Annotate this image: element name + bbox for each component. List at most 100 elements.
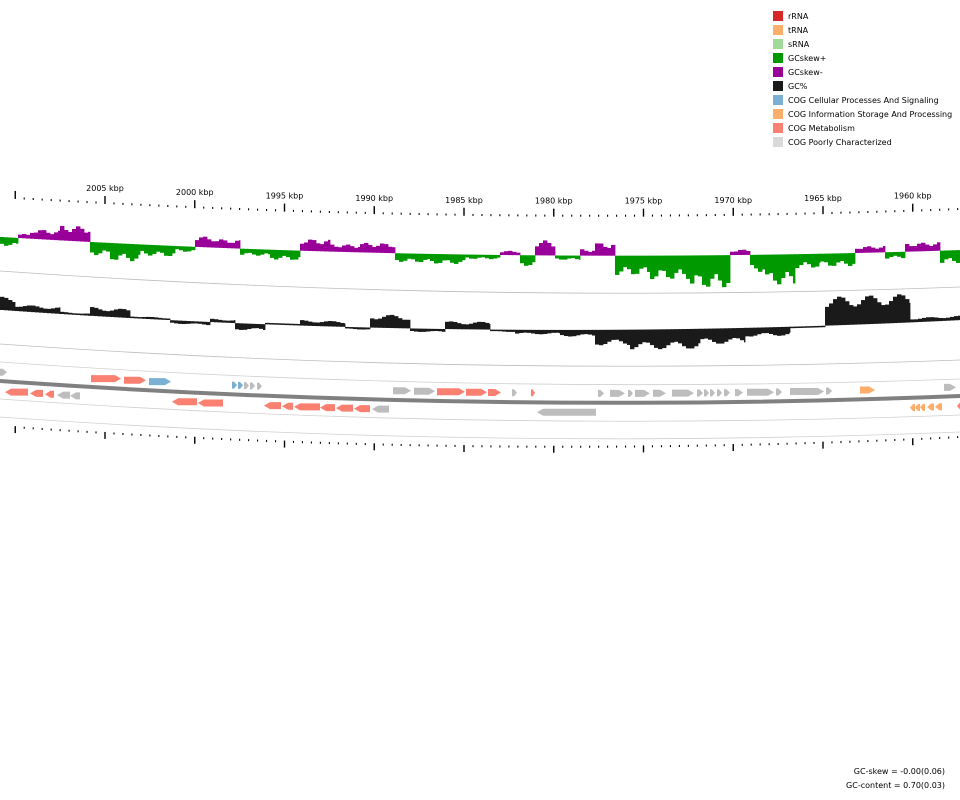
forward-gene-arrow — [598, 389, 604, 397]
gc-skew-positive-bar — [72, 228, 77, 242]
gc-content-bar — [361, 327, 366, 330]
gc-skew-negative-bar — [407, 253, 412, 259]
gc-skew-positive-bar — [235, 240, 240, 249]
gc-content-bar — [829, 303, 834, 326]
gc-content-bar — [674, 329, 679, 342]
gc-content-bar — [162, 318, 167, 320]
gc-skew-negative-bar — [702, 255, 707, 285]
gc-skew-positive-bar — [358, 246, 361, 253]
forward-gene-arrow — [790, 387, 824, 395]
gc-content-bar — [410, 328, 415, 331]
scale-tick-label: 1980 kbp — [535, 197, 573, 206]
reverse-gene-arrow — [336, 404, 353, 412]
gc-skew-negative-bar — [134, 244, 139, 259]
gc-content-bar — [873, 298, 878, 324]
gc-content-bar — [406, 319, 411, 329]
gc-skew-positive-bar — [308, 239, 313, 251]
gc-skew-negative-bar — [619, 255, 624, 272]
gc-skew-positive-bar — [207, 239, 212, 248]
gc-content-bar — [818, 325, 823, 328]
gc-content-bar — [849, 305, 854, 325]
gc-skew-positive-bar — [738, 250, 743, 255]
gc-content-bar — [611, 329, 616, 340]
gc-skew-positive-bar — [883, 245, 886, 253]
gc-skew-negative-bar — [294, 250, 299, 260]
gc-content-bar — [378, 318, 383, 328]
gc-content-bar — [802, 326, 807, 328]
gc-content-bar — [0, 296, 5, 310]
gc-skew-negative-bar — [140, 244, 145, 251]
gc-skew-negative-bar — [785, 254, 790, 273]
legend-label: GC% — [788, 81, 808, 91]
gc-skew-positive-bar — [913, 246, 918, 252]
gc-content-bar — [349, 327, 354, 329]
gc-content-bar — [206, 321, 211, 326]
legend-label: COG Information Storage And Processing — [788, 109, 953, 119]
gc-skew-negative-bar — [694, 255, 699, 276]
legend-swatch — [773, 25, 783, 35]
gc-skew-negative-bar — [579, 255, 581, 260]
legend-swatch — [773, 123, 783, 133]
gc-content-bar — [559, 329, 561, 334]
gc-content-bar — [773, 327, 778, 336]
gc-skew-negative-bar — [434, 254, 439, 264]
gc-skew-positive-bar — [64, 229, 69, 241]
gc-skew-negative-bar — [631, 255, 636, 275]
gc-skew-positive-bar — [516, 252, 521, 256]
gc-skew-positive-bar — [905, 243, 910, 252]
legend-swatch — [773, 53, 783, 63]
gc-content-bar — [485, 322, 490, 330]
gc-skew-positive-bar — [547, 242, 552, 256]
legend-item: GCskew- — [773, 65, 960, 79]
gc-content-bar — [386, 315, 391, 328]
scale-tick-label: 2005 kbp — [86, 184, 124, 193]
gc-skew-negative-bar — [152, 245, 157, 255]
gc-skew-negative-bar — [940, 250, 945, 263]
gc-content-bar — [80, 313, 85, 316]
gc-content-bar — [841, 297, 846, 326]
gc-skew-negative-bar — [836, 253, 841, 263]
gc-content-bar — [300, 320, 305, 326]
gc-skew-stat: GC-skew = -0.00(0.06) — [853, 767, 945, 776]
reverse-gene-arrow — [70, 392, 80, 400]
gc-content-bar — [905, 299, 910, 323]
gc-content-bar — [76, 313, 81, 316]
gc-skew-negative-bar — [844, 253, 849, 264]
gc-content-bar — [469, 323, 474, 330]
gc-content-bar — [15, 306, 20, 312]
gc-content-bar — [222, 320, 227, 323]
legend-item: COG Cellular Processes And Signaling — [773, 93, 960, 107]
gc-skew-positive-bar — [316, 243, 321, 252]
gc-content-bar — [694, 328, 699, 347]
gc-skew-positive-bar — [929, 245, 934, 251]
gc-content-bar — [320, 322, 325, 327]
legend: rRNA tRNA sRNA GCskew+ GCskew- GC% COG Cellula… — [773, 9, 960, 149]
legend-swatch — [773, 11, 783, 21]
gc-content-bar — [174, 320, 179, 324]
gc-skew-track — [0, 225, 960, 288]
gc-content-bar — [190, 321, 195, 324]
gc-skew-negative-bar — [795, 254, 800, 269]
gc-skew-negative-bar — [722, 255, 727, 288]
forward-gene-arrow — [628, 389, 633, 397]
gc-content-bar — [790, 326, 795, 329]
gc-content-bar — [72, 313, 77, 315]
gc-skew-negative-bar — [274, 249, 279, 260]
reverse-strand-track-border — [0, 398, 960, 422]
reverse-gene-arrow — [927, 403, 934, 411]
gc-skew-negative-bar — [799, 254, 804, 266]
gc-content-bar — [4, 297, 9, 311]
gc-content-bar — [453, 321, 458, 330]
gc-skew-positive-bar — [730, 251, 735, 256]
gc-skew-positive-bar — [26, 234, 31, 239]
gc-content-bar — [869, 295, 874, 325]
gc-skew-negative-bar — [458, 254, 463, 262]
gc-skew-negative-bar — [885, 252, 890, 259]
forward-gene-arrow — [124, 376, 146, 384]
gc-skew-negative-bar — [442, 254, 447, 261]
gc-content-bar — [716, 328, 721, 344]
gc-content-bar — [210, 318, 215, 323]
gc-skew-negative-bar — [270, 249, 275, 258]
gc-skew-positive-bar — [199, 237, 204, 248]
gc-content-bar — [94, 307, 99, 317]
